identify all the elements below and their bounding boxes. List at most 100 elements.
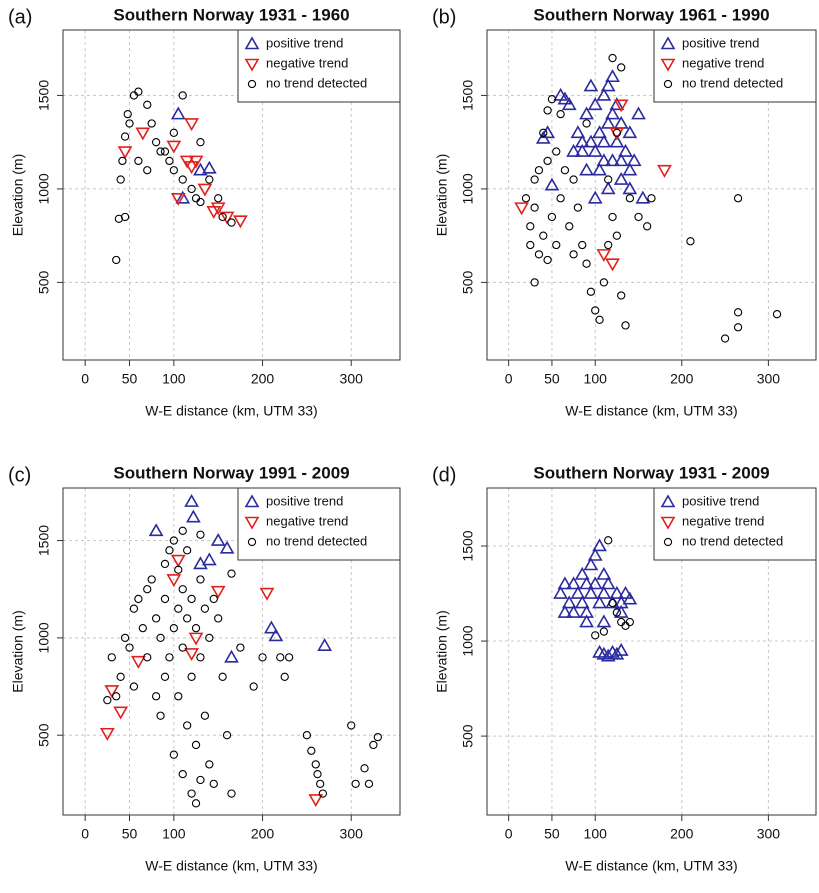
point	[612, 608, 622, 617]
point	[184, 118, 199, 132]
point	[552, 147, 561, 156]
legend-label: negative trend	[682, 55, 764, 70]
point	[205, 760, 214, 769]
point	[608, 53, 617, 63]
point	[553, 585, 568, 599]
point	[643, 222, 652, 231]
point	[184, 494, 199, 507]
legend-marker	[244, 58, 260, 72]
point	[587, 190, 603, 204]
point	[147, 119, 156, 128]
point	[120, 132, 130, 141]
y-tick-label: 1000	[36, 173, 52, 204]
y-tick-label: 1500	[460, 530, 476, 561]
point	[193, 556, 208, 570]
point	[185, 509, 201, 523]
x-axis-label: W-E distance (km, UTM 33)	[145, 858, 317, 874]
point	[183, 614, 192, 623]
point	[191, 740, 201, 750]
point	[622, 162, 638, 176]
point	[543, 255, 552, 265]
legend-label: positive trend	[266, 493, 343, 508]
x-tick-label: 50	[544, 371, 560, 387]
point	[104, 685, 120, 699]
point	[733, 323, 743, 332]
point	[609, 134, 625, 148]
y-tick-label: 1000	[36, 622, 52, 653]
point	[178, 175, 187, 184]
point	[596, 134, 612, 148]
point	[526, 222, 535, 231]
point	[116, 175, 125, 184]
point	[160, 147, 170, 156]
point	[596, 249, 612, 262]
point	[600, 576, 616, 590]
point	[183, 546, 192, 555]
legend-marker	[660, 516, 676, 530]
point	[530, 175, 539, 184]
point	[191, 623, 201, 633]
point	[625, 194, 635, 203]
x-tick-label: 0	[81, 826, 89, 842]
point	[720, 334, 730, 343]
point	[570, 585, 586, 599]
point	[587, 576, 603, 590]
legend-marker	[247, 537, 257, 547]
point	[187, 789, 196, 798]
y-tick-label: 500	[460, 724, 476, 748]
y-tick-label: 1500	[460, 80, 476, 111]
legend-label: positive trend	[682, 493, 759, 508]
point	[169, 536, 179, 545]
x-tick-label: 50	[122, 826, 138, 842]
point	[547, 212, 557, 222]
panel-label: (a)	[8, 6, 32, 28]
point	[201, 160, 217, 174]
point	[156, 147, 165, 156]
point	[574, 566, 590, 580]
point	[227, 218, 236, 227]
y-tick-label: 500	[36, 271, 52, 295]
chart-title: Southern Norway 1931 - 2009	[533, 463, 769, 482]
x-tick-label: 200	[251, 371, 275, 387]
panel-label: (b)	[432, 6, 456, 28]
point	[284, 653, 294, 662]
point	[608, 212, 617, 222]
point	[135, 127, 151, 141]
point	[129, 682, 139, 691]
chart-title: Southern Norway 1991 - 2009	[113, 463, 349, 482]
point	[543, 156, 552, 166]
point	[634, 212, 643, 222]
point	[613, 99, 629, 113]
x-axis-label: W-E distance (km, UTM 33)	[565, 858, 737, 874]
point	[169, 750, 179, 759]
x-tick-label: 100	[584, 371, 608, 387]
x-axis-label: W-E distance (km, UTM 33)	[565, 403, 737, 419]
x-tick-label: 200	[251, 826, 275, 842]
point	[600, 115, 616, 129]
point	[218, 212, 227, 222]
point	[174, 565, 183, 574]
point	[170, 192, 186, 206]
point	[621, 321, 630, 330]
point	[210, 202, 226, 216]
x-tick-label: 0	[505, 371, 513, 387]
point	[591, 306, 600, 315]
point	[369, 740, 378, 750]
point	[210, 585, 226, 599]
legend-label: negative trend	[266, 513, 348, 528]
point	[308, 794, 324, 808]
point	[143, 585, 152, 594]
point	[143, 166, 152, 175]
point	[621, 621, 630, 630]
point	[156, 711, 165, 720]
point	[560, 166, 570, 175]
legend-marker	[663, 79, 673, 89]
point	[165, 156, 174, 166]
point	[579, 106, 594, 120]
point	[605, 258, 620, 272]
point	[209, 594, 218, 604]
point	[596, 87, 612, 101]
point	[530, 203, 539, 212]
point	[120, 633, 130, 643]
point	[307, 746, 316, 755]
